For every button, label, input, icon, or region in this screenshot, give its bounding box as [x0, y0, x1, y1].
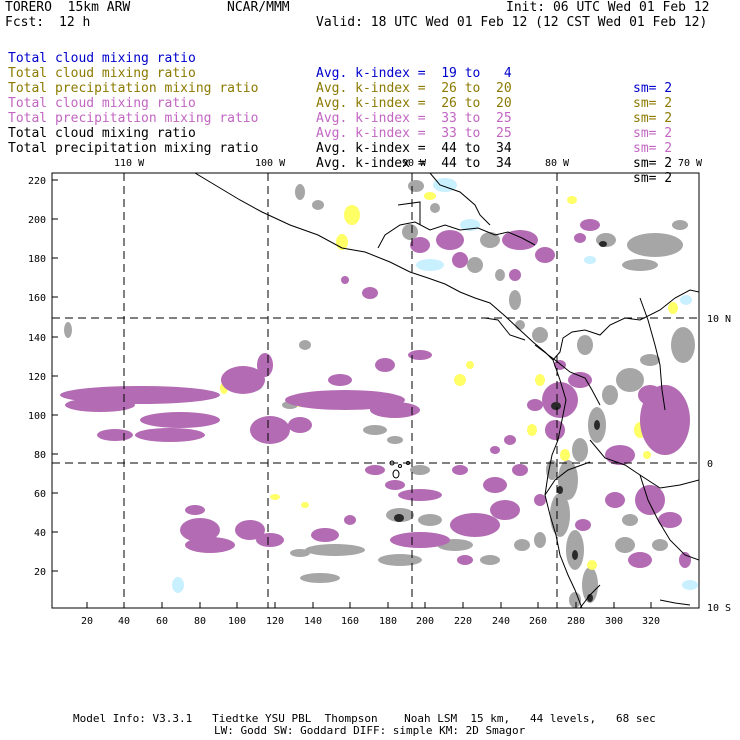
y-axis-ticks	[52, 179, 58, 572]
legend-field-name: Total precipitation mixing ratio	[8, 141, 259, 156]
x-index-labels: 20 40 60 80 100 120 140 160 180 200 220 …	[81, 616, 660, 627]
legend-row-5: Total precipitation mixing ratio Avg. k-…	[0, 96, 672, 171]
y-tick-label: 40	[34, 528, 46, 539]
lon-label-70w: 70 W	[678, 158, 703, 169]
map-frame	[51, 172, 700, 609]
lat-label-0: 0	[707, 459, 713, 470]
y-tick-label: 100	[28, 411, 46, 422]
physics-info-line: LW: Godd SW: Goddard DIFF: simple KM: 2D…	[214, 724, 526, 737]
legend-row-7: Total precipitation mixing ratio Avg. k-…	[0, 126, 672, 201]
forecast-label: Fcst:	[5, 15, 45, 30]
valid-time: Valid: 18 UTC Wed 01 Feb 12 (12 CST Wed …	[316, 15, 708, 30]
lon-label-110w: 110 W	[114, 158, 145, 169]
lon-label-90w: 90 W	[402, 158, 427, 169]
legend-field-name: Total cloud mixing ratio	[8, 96, 196, 111]
purple-cloud-patches	[60, 219, 691, 568]
legend-kindex: Avg. k-index = 33 to 25	[316, 126, 512, 141]
legend-smoothing: sm= 2	[633, 81, 673, 96]
legend-kindex: Avg. k-index = 26 to 20	[316, 81, 512, 96]
x-tick-label: 240	[492, 616, 510, 627]
legend-kindex: Avg. k-index = 33 to 25	[316, 111, 512, 126]
legend-kindex: Avg. k-index = 19 to 4	[316, 66, 512, 81]
lat-label-10n: 10 N	[707, 314, 731, 325]
x-tick-label: 300	[605, 616, 623, 627]
longitude-labels: 110 W 100 W 90 W 80 W 70 W	[114, 158, 703, 169]
y-tick-label: 200	[28, 215, 46, 226]
legend-smoothing: sm= 2	[633, 141, 673, 156]
x-tick-label: 80	[194, 616, 206, 627]
lat-label-10s: 10 S	[707, 603, 731, 614]
y-index-labels: 220 200 180 160 140 120 100 80 60 40 20	[28, 176, 46, 578]
legend-smoothing: sm= 2	[633, 156, 673, 171]
y-tick-label: 160	[28, 293, 46, 304]
model-info-line: Model Info: V3.3.1 Tiedtke YSU PBL Thomp…	[73, 712, 656, 725]
x-tick-label: 180	[379, 616, 397, 627]
legend-kindex: Avg. k-index = 44 to 34	[316, 141, 512, 156]
organization-label: NCAR/MMM	[227, 0, 290, 15]
x-tick-label: 220	[454, 616, 472, 627]
x-tick-label: 60	[156, 616, 168, 627]
y-tick-label: 140	[28, 333, 46, 344]
y-tick-label: 180	[28, 254, 46, 265]
forecast-hour: 12 h	[59, 15, 91, 30]
legend-smoothing: sm= 2	[633, 111, 673, 126]
galapagos-islands	[389, 460, 410, 479]
legend-kindex: Avg. k-index = 26 to 20	[316, 96, 512, 111]
lon-label-80w: 80 W	[545, 158, 570, 169]
x-tick-label: 160	[341, 616, 359, 627]
lon-label-100w: 100 W	[255, 158, 286, 169]
x-tick-label: 20	[81, 616, 93, 627]
y-tick-label: 120	[28, 372, 46, 383]
grid-lines	[52, 173, 699, 608]
legend-smoothing: sm= 2	[633, 171, 673, 186]
legend-row-1: Total cloud mixing ratio Avg. k-index = …	[0, 36, 672, 111]
legend-smoothing: sm= 2	[633, 126, 673, 141]
model-title: TORERO 15km ARW	[5, 0, 131, 15]
legend-row-2: Total cloud mixing ratio Avg. k-index = …	[0, 51, 672, 126]
x-axis-ticks	[86, 602, 652, 608]
x-tick-label: 120	[266, 616, 284, 627]
legend-field-name: Total cloud mixing ratio	[8, 66, 196, 81]
legend-kindex: Avg. k-index = 44 to 34	[316, 156, 512, 171]
legend-row-4: Total cloud mixing ratio Avg. k-index = …	[0, 81, 672, 156]
dark-cloud-cores	[394, 241, 607, 602]
x-tick-label: 320	[642, 616, 660, 627]
legend-field-name: Total cloud mixing ratio	[8, 126, 196, 141]
x-tick-label: 260	[529, 616, 547, 627]
legend-field-name: Total precipitation mixing ratio	[8, 111, 259, 126]
x-tick-label: 140	[304, 616, 322, 627]
legend-row-3: Total precipitation mixing ratio Avg. k-…	[0, 66, 672, 141]
map-field-layer	[60, 173, 699, 608]
y-tick-label: 80	[34, 450, 46, 461]
y-tick-label: 220	[28, 176, 46, 187]
x-tick-label: 280	[567, 616, 585, 627]
legend-field-name: Total precipitation mixing ratio	[8, 81, 259, 96]
x-tick-label: 100	[228, 616, 246, 627]
x-tick-label: 40	[118, 616, 130, 627]
y-tick-label: 60	[34, 489, 46, 500]
legend-row-6: Total cloud mixing ratio Avg. k-index = …	[0, 111, 672, 186]
x-tick-label: 200	[416, 616, 434, 627]
coastlines	[194, 173, 699, 608]
init-time: Init: 06 UTC Wed 01 Feb 12	[506, 0, 710, 15]
legend-field-name: Total cloud mixing ratio	[8, 51, 196, 66]
y-tick-label: 20	[34, 567, 46, 578]
latitude-labels: 10 N 0 10 S	[707, 314, 731, 614]
legend-smoothing: sm= 2	[633, 96, 673, 111]
